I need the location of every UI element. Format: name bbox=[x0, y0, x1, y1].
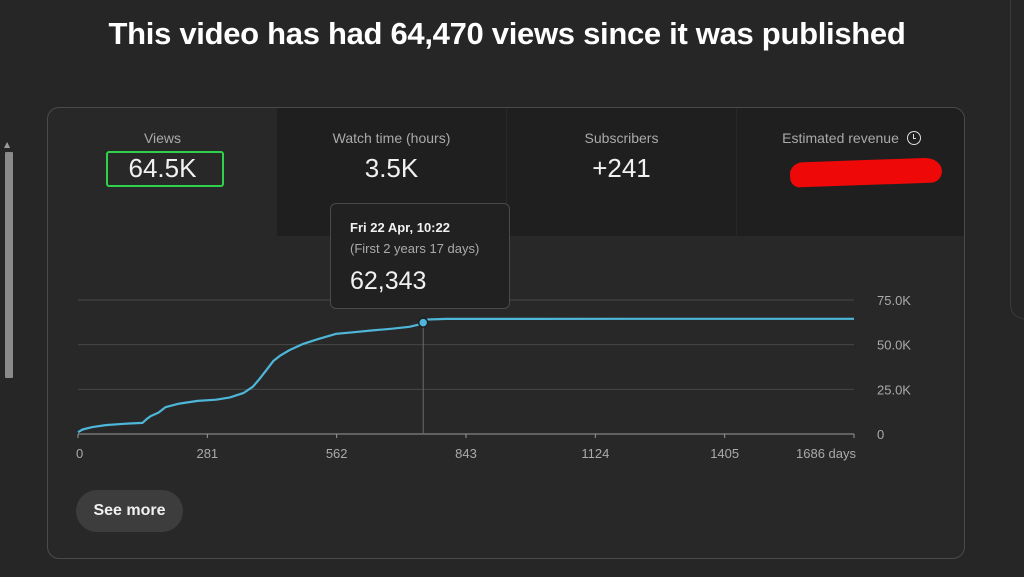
metric-value-subscribers: +241 bbox=[592, 153, 651, 183]
page-headline: This video has had 64,470 views since it… bbox=[108, 16, 906, 51]
see-more-button[interactable]: See more bbox=[76, 490, 183, 532]
metric-tabs: Views 64.5K Watch time (hours) 3.5K Subs… bbox=[48, 108, 964, 236]
metric-label-watch-time: Watch time (hours) bbox=[332, 130, 451, 146]
tooltip-value: 62,343 bbox=[350, 267, 427, 295]
metric-label-views: Views bbox=[143, 130, 182, 146]
y-tick-label: 25.0K bbox=[877, 382, 911, 397]
highlight-point bbox=[417, 317, 429, 328]
chart-tooltip: Fri 22 Apr, 10:22 (First 2 years 17 days… bbox=[330, 203, 510, 309]
x-tick-label: 1686 days bbox=[796, 446, 856, 461]
scroll-up-arrow-icon[interactable]: ▲ bbox=[4, 140, 11, 149]
metric-value-watch-time: 3.5K bbox=[364, 153, 419, 183]
clock-icon[interactable] bbox=[906, 131, 921, 145]
y-tick-label: 50.0K bbox=[877, 338, 911, 353]
metric-label-subscribers: Subscribers bbox=[584, 130, 659, 146]
x-tick-label: 843 bbox=[455, 446, 477, 461]
y-tick-label: 75.0K bbox=[877, 293, 911, 308]
y-tick-label: 0 bbox=[877, 427, 884, 442]
metric-label-revenue-text: Estimated revenue bbox=[782, 130, 899, 146]
left-scrollbar[interactable]: ▲ bbox=[0, 140, 14, 540]
metric-value-views: 64.5K bbox=[128, 153, 197, 183]
tooltip-date: Fri 22 Apr, 10:22 bbox=[350, 220, 450, 235]
views-highlight-box bbox=[106, 151, 224, 187]
metric-tab-subscribers[interactable]: Subscribers +241 bbox=[507, 108, 736, 236]
metric-label-revenue: Estimated revenue bbox=[737, 130, 964, 146]
tooltip-subtitle: (First 2 years 17 days) bbox=[350, 241, 480, 256]
x-tick-label: 281 bbox=[196, 446, 218, 461]
x-tick-label: 0 bbox=[76, 446, 83, 461]
x-tick-label: 1124 bbox=[581, 446, 609, 461]
views-line-chart: 0 25.0K 50.0K 75.0K 0 281 562 843 1124 1405 1686 d… bbox=[76, 293, 911, 461]
metric-tab-views[interactable]: Views 64.5K bbox=[48, 108, 277, 236]
scrollbar-thumb[interactable] bbox=[5, 152, 13, 378]
x-tick-label: 562 bbox=[326, 446, 348, 461]
analytics-card: Views 64.5K Watch time (hours) 3.5K Subs… bbox=[47, 107, 965, 559]
x-tick-label: 1405 bbox=[710, 446, 739, 461]
views-series-line bbox=[77, 317, 854, 434]
right-panel-edge bbox=[1010, 0, 1024, 319]
